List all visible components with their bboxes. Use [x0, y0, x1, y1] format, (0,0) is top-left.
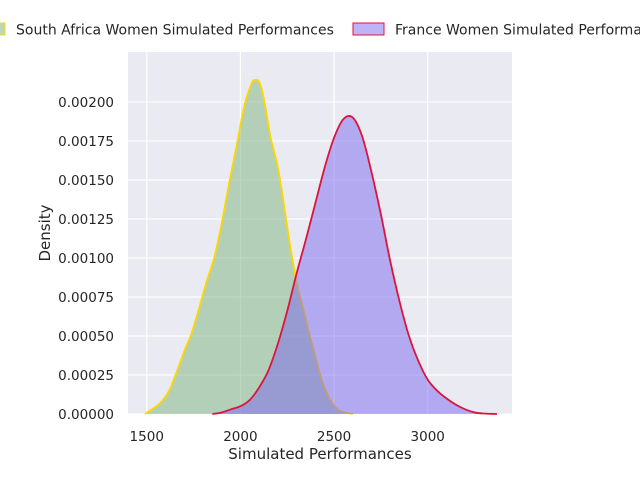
france-density-area: [212, 115, 498, 415]
legend: South Africa Women Simulated Performance…: [0, 22, 640, 39]
x-tick-label: 3000: [411, 429, 445, 445]
y-tick-label: 0.00175: [58, 134, 114, 150]
y-tick-label: 0.00125: [58, 212, 114, 228]
y-tick-label: 0.00075: [58, 290, 114, 306]
france-density-line: [212, 114, 498, 415]
y-tick-label: 0.00200: [58, 95, 114, 111]
density-series: [144, 78, 498, 415]
y-axis-label: Density: [36, 204, 54, 261]
legend-swatch-south-africa: [0, 22, 6, 36]
x-tick-label: 2000: [223, 429, 257, 445]
x-tick-label: 1500: [130, 429, 164, 445]
y-tick-label: 0.00050: [58, 329, 114, 345]
y-tick-label: 0.00025: [58, 368, 114, 384]
x-tick-label: 2500: [317, 429, 351, 445]
y-tick-label: 0.00000: [58, 407, 114, 423]
y-tick-label: 0.00100: [58, 251, 114, 267]
legend-item-south-africa: South Africa Women Simulated Performance…: [0, 22, 334, 39]
x-axis-label: Simulated Performances: [228, 445, 412, 463]
legend-label-south-africa: South Africa Women Simulated Performance…: [16, 23, 334, 39]
axis-ticks: 1500 2000 2500 3000 0.00000 0.00025 0.00050 0.0…: [58, 95, 445, 445]
legend-label-france: France Women Simulated Performances: [395, 23, 640, 39]
legend-item-france: France Women Simulated Performances: [352, 22, 640, 39]
legend-swatch-france: [352, 22, 385, 36]
y-tick-label: 0.00150: [58, 173, 114, 189]
